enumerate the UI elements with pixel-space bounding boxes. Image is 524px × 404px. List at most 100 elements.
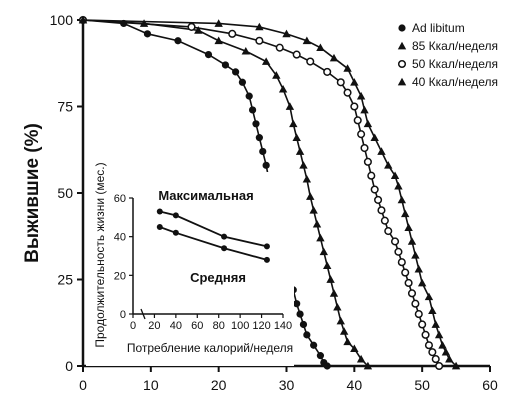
- data-point-s2-5: [261, 57, 271, 65]
- x-tick-label-20: 20: [211, 377, 227, 393]
- inset-point-s1-1: [172, 212, 179, 219]
- data-point-s1-2: [143, 30, 152, 38]
- data-point-s4-13: [377, 147, 386, 155]
- data-point-s4-9: [356, 91, 366, 100]
- legend-marker-3: [397, 59, 407, 69]
- data-point-s3-1: [187, 22, 196, 31]
- inset-y-tick-label-60: 60: [114, 193, 126, 205]
- data-point-s2-15: [309, 206, 318, 214]
- data-point-s2-21: [329, 289, 339, 297]
- data-point-s4-17: [397, 195, 407, 204]
- data-point-s2-8: [285, 102, 295, 110]
- data-point-s1-25: [303, 331, 311, 339]
- data-point-s4-19: [404, 223, 413, 231]
- data-point-s1-5: [221, 61, 230, 69]
- data-point-s4-3: [282, 29, 291, 38]
- data-point-s2-2: [194, 26, 203, 34]
- data-point-s4-7: [343, 64, 352, 72]
- inset-x-tick-label-80: 80: [213, 320, 225, 332]
- data-point-s4-11: [363, 119, 373, 128]
- data-point-s2-10: [292, 133, 301, 141]
- x-tick-label-60: 60: [482, 377, 498, 393]
- legend-label-2: 85 Ккал/неделя: [412, 39, 498, 53]
- data-point-s3-21: [390, 237, 400, 246]
- inset-x-tick-label-120: 120: [252, 320, 270, 332]
- data-point-s3-18: [377, 206, 386, 215]
- data-point-s4-25: [428, 306, 437, 314]
- legend-marker-1: [398, 24, 406, 32]
- y-tick-label-75: 75: [57, 99, 73, 115]
- data-point-s2-17: [316, 233, 325, 242]
- inset-background: [86, 172, 294, 366]
- y-tick-label-25: 25: [57, 272, 73, 288]
- data-point-s2-24: [339, 327, 349, 335]
- data-point-s1-27: [316, 352, 325, 360]
- data-point-s4-29: [441, 347, 451, 356]
- data-point-s2-28: [363, 361, 373, 370]
- data-point-s1-10: [252, 120, 260, 128]
- inset-x-tick-label-20: 20: [148, 320, 160, 332]
- data-point-s4-14: [384, 161, 393, 169]
- inset-series-line-1: [159, 210, 268, 248]
- data-point-s2-12: [299, 161, 308, 169]
- data-point-s3-11: [353, 116, 362, 125]
- data-point-s2-20: [326, 275, 335, 283]
- data-point-s1-4: [204, 51, 213, 59]
- data-point-s3-3: [255, 36, 264, 45]
- inset-point-s2-1: [172, 229, 179, 236]
- data-point-s4-6: [329, 53, 339, 62]
- y-tick-label-0: 0: [65, 358, 73, 374]
- inset-x-tick-label-0: 0: [130, 320, 136, 332]
- data-point-s2-13: [302, 174, 312, 183]
- data-point-s4-21: [411, 251, 420, 259]
- y-tick-label-50: 50: [57, 185, 73, 201]
- data-point-s3-16: [370, 185, 379, 194]
- data-point-s2-19: [323, 261, 332, 270]
- data-point-s3-4: [275, 43, 284, 52]
- inset-x-tick-label-60: 60: [191, 320, 203, 332]
- data-point-s3-10: [350, 102, 359, 111]
- data-point-s3-25: [404, 278, 413, 288]
- data-point-s3-30: [421, 330, 430, 339]
- data-point-s4-2: [255, 22, 264, 31]
- data-point-s3-8: [336, 78, 345, 87]
- data-point-s4-30: [445, 354, 454, 363]
- inset-x-tick-label-140: 140: [274, 320, 292, 332]
- data-point-s2-1: [139, 19, 149, 27]
- data-point-s4-18: [401, 209, 410, 218]
- data-point-s2-23: [336, 316, 345, 325]
- data-point-s3-14: [363, 157, 372, 166]
- inset-y-tick-label-40: 40: [114, 232, 126, 244]
- inset-chart: 0 20 40 60 80 100 120 140 0 20 40 60 Потребление кал…: [86, 162, 294, 366]
- legend-label-4: 40 Ккал/неделя: [412, 75, 498, 89]
- x-tick-label-10: 10: [143, 377, 159, 393]
- data-point-s2-18: [319, 247, 329, 256]
- data-point-s4-22: [414, 264, 423, 273]
- data-point-s3-20: [384, 227, 393, 236]
- inset-y-tick-label-0: 0: [120, 309, 126, 321]
- legend-label-1: Ad libitum: [412, 21, 465, 35]
- data-point-s2-3: [214, 36, 223, 45]
- data-point-s4-24: [424, 292, 434, 301]
- data-point-s4-0: [78, 15, 88, 24]
- legend-marker-2: [397, 41, 407, 50]
- data-point-s1-11: [255, 134, 263, 142]
- data-point-s1-26: [310, 341, 318, 349]
- data-point-s3-27: [411, 299, 420, 308]
- data-point-s1-7: [238, 78, 247, 86]
- x-tick-label-0: 0: [79, 377, 87, 393]
- data-point-s4-8: [350, 78, 359, 86]
- inset-x-axis-label: Потребление калорий/неделя: [127, 341, 293, 355]
- data-point-s4-12: [370, 133, 379, 141]
- data-point-s2-9: [289, 119, 298, 128]
- data-point-s3-33: [431, 355, 440, 364]
- data-point-s4-4: [302, 36, 312, 45]
- data-point-s1-13: [262, 161, 270, 169]
- data-point-s3-12: [357, 130, 366, 139]
- data-point-s4-31: [451, 361, 461, 370]
- data-point-s1-8: [245, 92, 253, 100]
- data-point-s3-6: [306, 57, 315, 66]
- series-4: [78, 15, 461, 370]
- data-point-s3-15: [367, 171, 376, 180]
- inset-x-tick-label-40: 40: [170, 320, 182, 332]
